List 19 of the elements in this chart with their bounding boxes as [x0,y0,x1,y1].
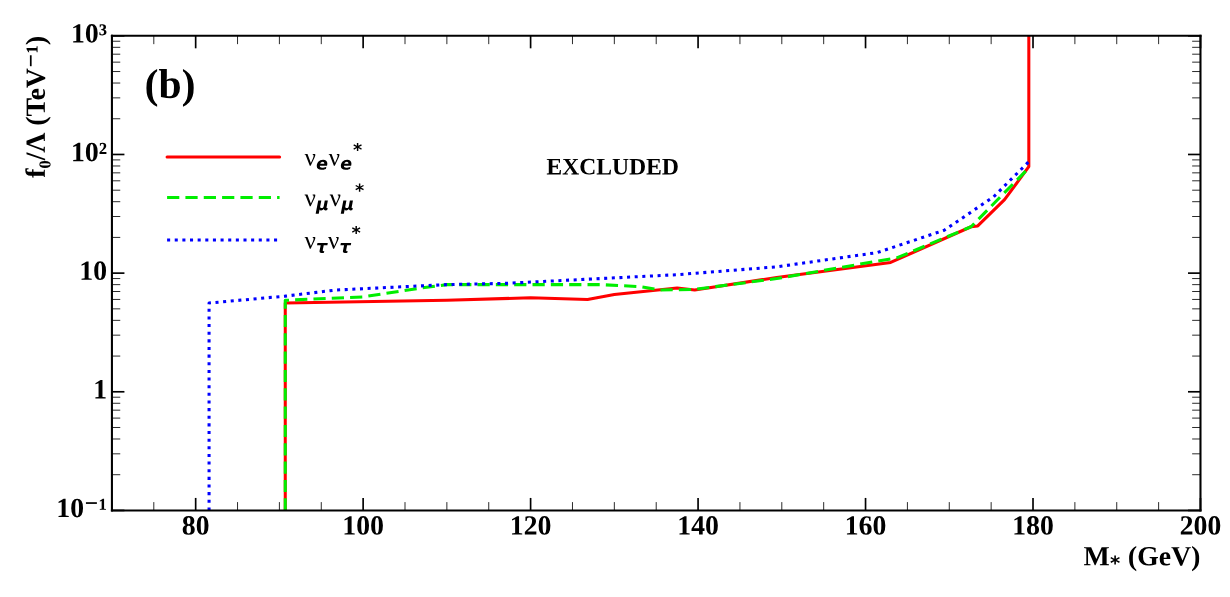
y-tick-label: 10 [81,261,107,281]
x-tick-label: 120 [512,516,551,535]
x-tick-label: 140 [679,516,718,535]
x-tick-label: 160 [846,516,886,535]
x-tick-label: 180 [1014,516,1053,535]
legend-label: ν$_{e}$ν$_{e}$$^{*}$ [304,142,362,170]
x-axis-title: M$_{*}$ (GeV) [1084,546,1200,572]
y-tick-label: 10² [73,142,107,162]
y-tick-label: 10⁻¹ [58,498,106,518]
legend-label: ν$_{μ}$ν$_{μ}$$^{*}$ [304,183,364,214]
x-tick-label: 200 [1180,516,1221,535]
y-axis-title: f₀/Λ (TeV⁻¹) [25,37,51,178]
y-tick-label: 10³ [73,24,107,43]
annotation: EXCLUDED [546,158,678,175]
x-tick-label: 80 [182,516,209,535]
annotation: (b) [146,69,194,107]
y-tick-label: 1 [95,380,106,399]
x-tick-label: 100 [344,516,383,535]
legend-label: ν$_{τ}$ν$_{τ}$$^{*}$ [304,225,361,253]
